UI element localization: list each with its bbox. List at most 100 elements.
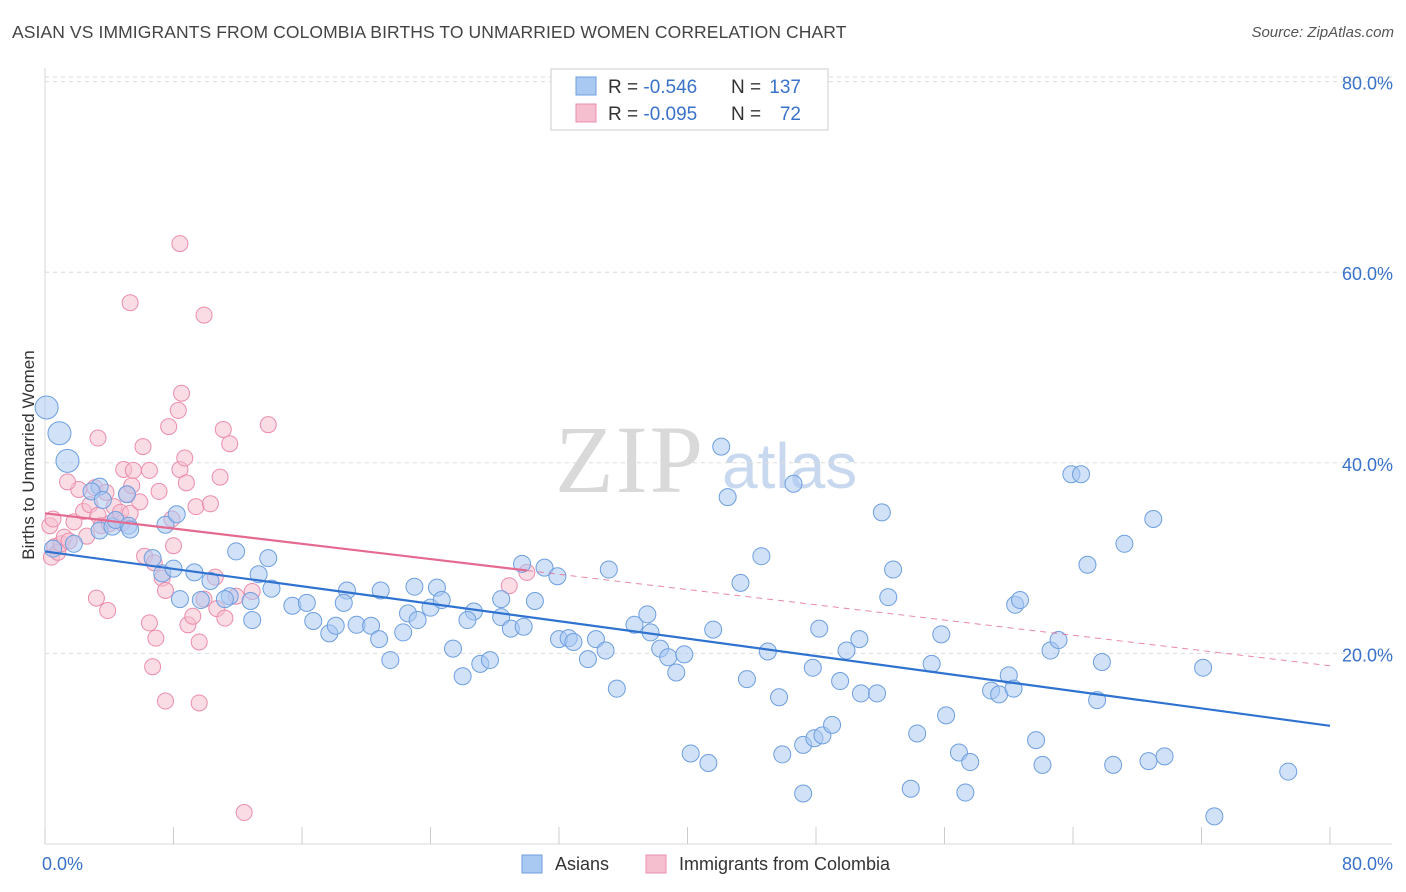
asian-point-107 <box>932 625 951 644</box>
legend-label-colombia[interactable]: Immigrants from Colombia <box>679 854 891 874</box>
asian-point-123 <box>1072 465 1091 484</box>
asian-point-49 <box>453 667 472 686</box>
asian-point-134 <box>1279 762 1298 781</box>
asian-point-129 <box>1139 752 1158 771</box>
stats-r-value-colombia: -0.095 <box>643 104 697 125</box>
asian-point-35 <box>334 593 353 612</box>
stats-n-label-colombia: N = <box>731 104 761 125</box>
legend-swatch-asians[interactable] <box>521 854 543 874</box>
asian-point-101 <box>872 503 891 522</box>
colombia-point-19 <box>87 589 105 607</box>
colombia-point-40 <box>150 482 168 500</box>
asian-point-105 <box>908 724 927 743</box>
asian-point-86 <box>784 474 803 493</box>
svg-text:R = -0.095: R = -0.095 <box>608 104 697 125</box>
colombia-point-64 <box>235 804 253 822</box>
colombia-point-51 <box>190 633 208 651</box>
asian-point-131 <box>1155 747 1174 766</box>
asian-point-103 <box>884 560 903 579</box>
asian-point-59 <box>525 591 544 610</box>
y-tick-label-1: 40.0% <box>1342 455 1393 475</box>
asian-point-87 <box>770 688 789 707</box>
asian-point-98 <box>837 641 856 660</box>
colombia-point-35 <box>140 614 158 632</box>
colombia-point-10 <box>58 473 76 491</box>
colombia-point-37 <box>147 629 165 647</box>
colombia-point-53 <box>190 694 208 712</box>
colombia-point-54 <box>187 498 205 516</box>
asian-point-84 <box>752 547 771 566</box>
asian-point-97 <box>851 684 870 703</box>
asian-point-25 <box>215 590 234 609</box>
asian-point-68 <box>599 560 618 579</box>
asian-point-135 <box>44 539 63 558</box>
asian-point-53 <box>480 651 499 670</box>
asian-point-132 <box>1194 658 1213 677</box>
stats-legend-swatch-colombia <box>575 103 597 123</box>
stats-r-value-asians: -0.546 <box>643 77 697 98</box>
asian-point-1 <box>47 421 72 446</box>
colombia-point-62 <box>216 609 234 627</box>
asian-point-96 <box>831 672 850 691</box>
colombia-trend-line <box>44 512 528 572</box>
asian-point-67 <box>596 641 615 660</box>
series-legend: Asians Immigrants from Colombia <box>521 854 891 874</box>
stats-legend-swatch-asians <box>575 76 597 96</box>
asian-point-81 <box>731 573 750 592</box>
asian-point-136 <box>64 534 83 553</box>
asian-point-133 <box>1205 807 1224 826</box>
zipatlas-watermark: ZIP atlas <box>555 406 857 513</box>
colombia-point-56 <box>201 495 219 513</box>
colombia-point-52 <box>156 692 174 710</box>
asian-point-48 <box>443 639 462 658</box>
legend-label-asians[interactable]: Asians <box>555 854 609 874</box>
asian-point-65 <box>578 650 597 669</box>
colombia-point-61 <box>221 435 239 453</box>
colombia-point-67 <box>171 235 189 253</box>
asian-point-124 <box>1078 555 1097 574</box>
asian-point-64 <box>564 632 583 651</box>
asian-point-34 <box>326 616 345 635</box>
asian-point-51 <box>458 611 477 630</box>
colombia-point-59 <box>211 468 229 486</box>
asian-point-82 <box>737 670 756 689</box>
colombia-point-32 <box>140 461 158 479</box>
stats-legend-box <box>550 68 829 131</box>
asian-point-77 <box>681 744 700 763</box>
asian-point-130 <box>1144 510 1163 529</box>
asian-point-63 <box>548 567 567 586</box>
asian-point-127 <box>1104 755 1123 774</box>
asian-point-26 <box>170 590 189 609</box>
colombia-point-46 <box>176 449 194 467</box>
stats-n-label-asians: N = <box>731 77 761 98</box>
asian-point-43 <box>405 577 424 596</box>
colombia-point-31 <box>134 438 152 456</box>
asian-point-6 <box>117 485 136 504</box>
asian-point-119 <box>1033 755 1052 774</box>
asian-point-24 <box>191 591 210 610</box>
asian-point-2 <box>55 448 80 473</box>
x-tick-labels: 0.0% 80.0% <box>42 854 1393 874</box>
asian-point-32 <box>243 611 262 630</box>
y-tick-labels: 20.0% 40.0% 60.0% 80.0% <box>1342 74 1393 666</box>
asian-point-69 <box>607 679 626 698</box>
colombia-point-42 <box>169 401 187 419</box>
asian-point-29 <box>297 593 316 612</box>
asian-point-126 <box>1092 652 1111 671</box>
asian-point-90 <box>794 784 813 803</box>
asian-point-23 <box>262 579 281 598</box>
asian-point-12 <box>167 505 186 524</box>
legend-swatch-colombia[interactable] <box>645 854 667 874</box>
asian-point-38 <box>370 630 389 649</box>
asian-point-39 <box>371 581 390 600</box>
colombia-point-36 <box>144 658 162 676</box>
colombia-trend-extension <box>526 569 1331 667</box>
asian-point-27 <box>241 591 260 610</box>
asian-point-58 <box>513 554 532 573</box>
colombia-point-20 <box>99 602 117 620</box>
source-credit: Source: ZipAtlas.com <box>1251 24 1394 41</box>
stats-n-value-asians: 137 <box>769 77 801 98</box>
colombia-point-41 <box>160 418 178 436</box>
asian-point-95 <box>823 715 842 734</box>
